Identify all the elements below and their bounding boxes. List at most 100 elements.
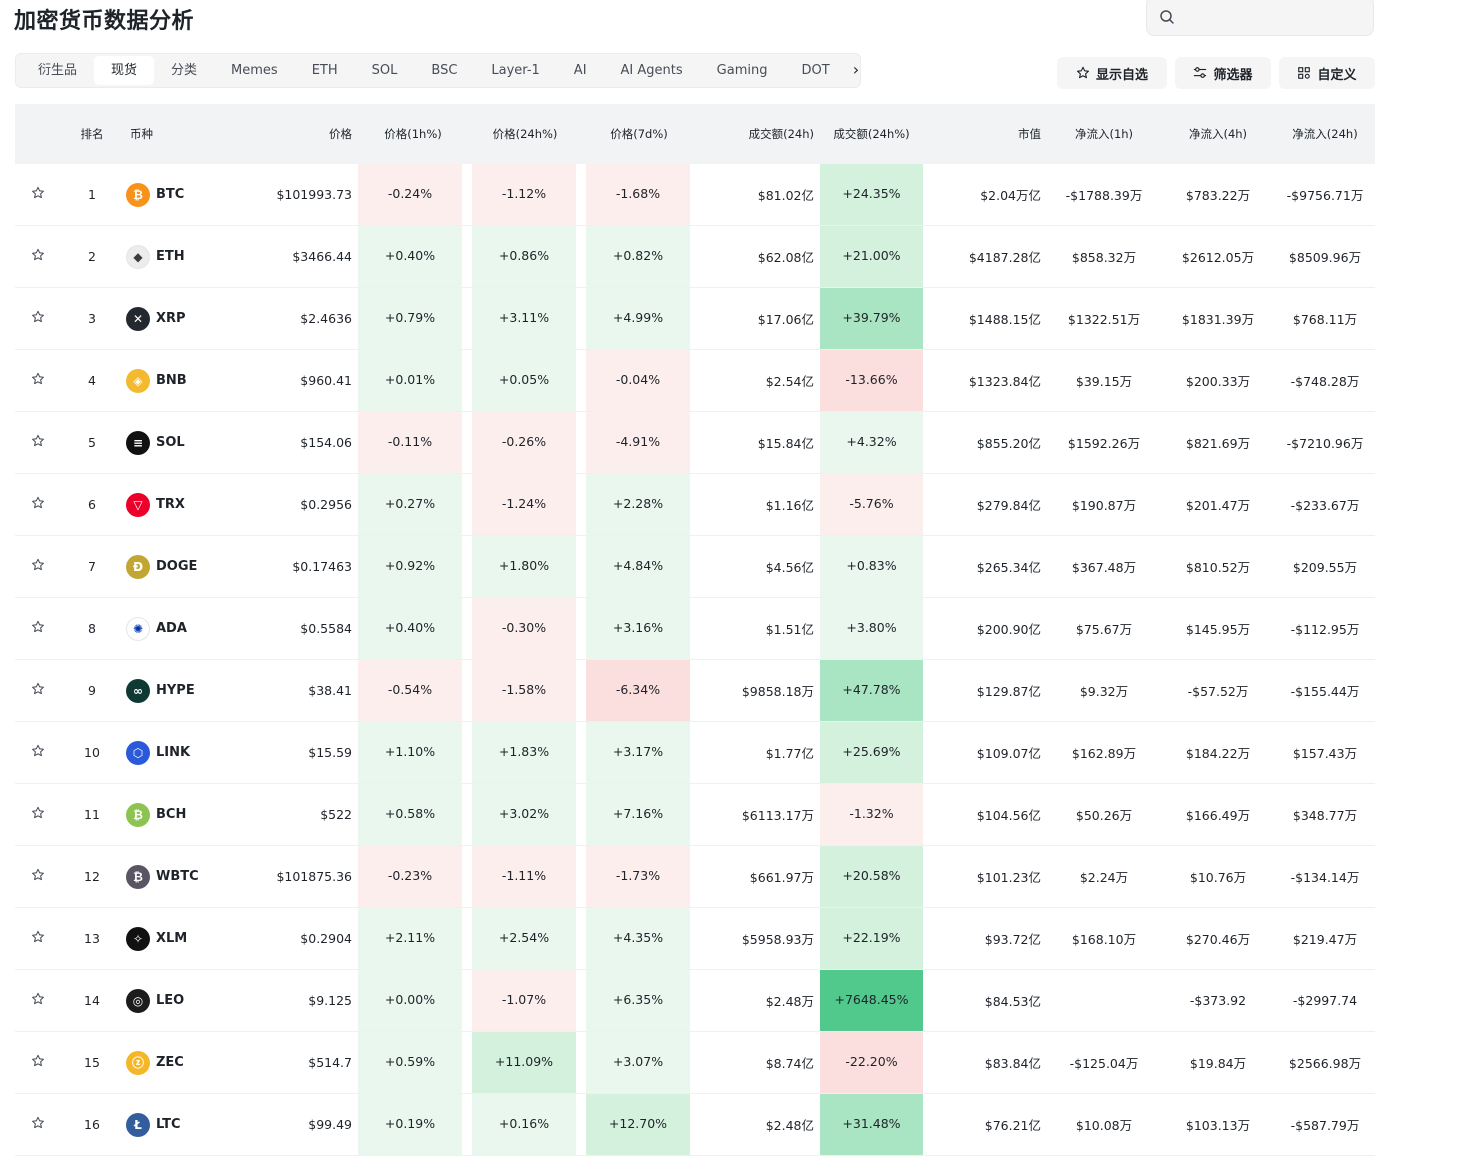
favorite-star-icon[interactable] bbox=[31, 372, 45, 386]
header-flow24h[interactable]: 净流入(24h) bbox=[1275, 104, 1375, 164]
tab-7[interactable]: Layer-1 bbox=[491, 63, 540, 78]
tab-6[interactable]: BSC bbox=[431, 63, 458, 78]
chg24h-value: -1.58% bbox=[472, 660, 576, 721]
table-row[interactable]: 16 Ł LTC $99.49 +0.19% +0.16% +12.70% $2.48亿 +31… bbox=[15, 1093, 1375, 1156]
favorite-cell[interactable] bbox=[15, 783, 61, 846]
favorite-cell[interactable] bbox=[15, 845, 61, 908]
favorite-cell[interactable] bbox=[15, 535, 61, 598]
table-row[interactable]: 3 ✕ XRP $2.4636 +0.79% +3.11% +4.99% $17.06亿 +39… bbox=[15, 287, 1375, 350]
favorite-cell[interactable] bbox=[15, 473, 61, 536]
show-watchlist-button[interactable]: 显示自选 bbox=[1057, 57, 1167, 89]
table-row[interactable]: 12 ₿ WBTC $101875.36 -0.23% -1.11% -1.73% $661.… bbox=[15, 845, 1375, 908]
customize-button[interactable]: 自定义 bbox=[1279, 57, 1375, 89]
table-row[interactable]: 10 ⬡ LINK $15.59 +1.10% +1.83% +3.17% $1.77亿 +25… bbox=[15, 721, 1375, 784]
table-row[interactable]: 2 ◆ ETH $3466.44 +0.40% +0.86% +0.82% $62.08亿 +2… bbox=[15, 225, 1375, 288]
favorite-star-icon[interactable] bbox=[31, 496, 45, 510]
favorite-star-icon[interactable] bbox=[31, 310, 45, 324]
tab-11[interactable]: DOT bbox=[801, 63, 830, 78]
favorite-cell[interactable] bbox=[15, 225, 61, 288]
favorite-star-icon[interactable] bbox=[31, 682, 45, 696]
table-row[interactable]: 13 ✧ XLM $0.2904 +2.11% +2.54% +4.35% $5958.93万… bbox=[15, 907, 1375, 970]
tab-1[interactable]: 现货 bbox=[94, 56, 155, 85]
header-flow4h[interactable]: 净流入(4h) bbox=[1161, 104, 1275, 164]
coin-cell[interactable]: ≡ SOL bbox=[123, 411, 203, 474]
favorite-cell[interactable] bbox=[15, 349, 61, 412]
tab-2[interactable]: 分类 bbox=[171, 63, 198, 78]
header-chg7d[interactable]: 价格(7d%) bbox=[582, 104, 696, 164]
table-row[interactable]: 5 ≡ SOL $154.06 -0.11% -0.26% -4.91% $15.84亿 +4.… bbox=[15, 411, 1375, 474]
tab-10[interactable]: Gaming bbox=[716, 63, 768, 78]
favorite-star-icon[interactable] bbox=[31, 992, 45, 1006]
favorite-cell[interactable] bbox=[15, 287, 61, 350]
favorite-star-icon[interactable] bbox=[31, 558, 45, 572]
coin-cell[interactable]: ⬡ LINK bbox=[123, 721, 203, 784]
header-mcap[interactable]: 市值 bbox=[923, 104, 1047, 164]
favorite-star-icon[interactable] bbox=[31, 248, 45, 262]
header-coin[interactable]: 币种 bbox=[123, 104, 203, 164]
favorite-cell[interactable] bbox=[15, 907, 61, 970]
favorite-star-icon[interactable] bbox=[31, 930, 45, 944]
tab-5[interactable]: SOL bbox=[371, 63, 398, 78]
coin-cell[interactable]: ∞ HYPE bbox=[123, 659, 203, 722]
favorite-star-icon[interactable] bbox=[31, 1054, 45, 1068]
coin-cell[interactable]: ✧ XLM bbox=[123, 907, 203, 970]
favorite-cell[interactable] bbox=[15, 1093, 61, 1156]
coin-cell[interactable]: ▽ TRX bbox=[123, 473, 203, 536]
favorite-cell[interactable] bbox=[15, 721, 61, 784]
coin-cell[interactable]: ◈ BNB bbox=[123, 349, 203, 412]
tab-0[interactable]: 衍生品 bbox=[38, 63, 78, 78]
table-row[interactable]: 11 ₿ BCH $522 +0.58% +3.02% +7.16% $6113.17万 -1.… bbox=[15, 783, 1375, 846]
filter-button[interactable]: 筛选器 bbox=[1175, 57, 1271, 89]
coin-cell[interactable]: ✺ ADA bbox=[123, 597, 203, 660]
volchg24h-cell: +21.00% bbox=[820, 225, 923, 288]
tabs-scroll-right-icon[interactable]: › bbox=[852, 60, 860, 79]
header-price[interactable]: 价格 bbox=[203, 104, 358, 164]
tab-4[interactable]: ETH bbox=[311, 63, 338, 78]
chg7d-cell: -1.68% bbox=[582, 164, 696, 226]
favorite-star-icon[interactable] bbox=[31, 620, 45, 634]
header-volchg24h[interactable]: 成交额(24h%) bbox=[820, 104, 923, 164]
favorite-star-icon[interactable] bbox=[31, 806, 45, 820]
table-row[interactable]: 6 ▽ TRX $0.2956 +0.27% -1.24% +2.28% $1.16亿 -5.7… bbox=[15, 473, 1375, 536]
tab-9[interactable]: AI Agents bbox=[620, 63, 683, 78]
favorite-star-icon[interactable] bbox=[31, 744, 45, 758]
flow24h-cell: $2566.98万 bbox=[1275, 1031, 1375, 1094]
favorite-star-icon[interactable] bbox=[31, 186, 45, 200]
favorite-cell[interactable] bbox=[15, 164, 61, 226]
coin-cell[interactable]: ◆ ETH bbox=[123, 225, 203, 288]
coin-cell[interactable]: ⓩ ZEC bbox=[123, 1031, 203, 1094]
rank-cell: 14 bbox=[61, 969, 123, 1032]
favorite-star-icon[interactable] bbox=[31, 868, 45, 882]
tab-8[interactable]: AI bbox=[573, 63, 587, 78]
tab-3[interactable]: Memes bbox=[231, 63, 278, 78]
coin-cell[interactable]: ✕ XRP bbox=[123, 287, 203, 350]
coin-cell[interactable]: ₿ WBTC bbox=[123, 845, 203, 908]
favorite-cell[interactable] bbox=[15, 969, 61, 1032]
header-chg24h[interactable]: 价格(24h%) bbox=[468, 104, 582, 164]
favorite-cell[interactable] bbox=[15, 597, 61, 660]
coin-cell[interactable]: ◎ LEO bbox=[123, 969, 203, 1032]
favorite-cell[interactable] bbox=[15, 1031, 61, 1094]
header-rank[interactable]: 排名 bbox=[61, 104, 123, 164]
table-row[interactable]: 4 ◈ BNB $960.41 +0.01% +0.05% -0.04% $2.54亿 -13.… bbox=[15, 349, 1375, 412]
coin-cell[interactable]: Ł LTC bbox=[123, 1093, 203, 1156]
table-row[interactable]: 8 ✺ ADA $0.5584 +0.40% -0.30% +3.16% $1.51亿 +3.8… bbox=[15, 597, 1375, 660]
header-vol24h[interactable]: 成交额(24h) bbox=[696, 104, 820, 164]
favorite-star-icon[interactable] bbox=[31, 434, 45, 448]
coin-cell[interactable]: Ð DOGE bbox=[123, 535, 203, 598]
search-box[interactable] bbox=[1146, 0, 1374, 36]
coin-cell[interactable]: ₿ BCH bbox=[123, 783, 203, 846]
header-flow1h[interactable]: 净流入(1h) bbox=[1047, 104, 1161, 164]
chg24h-cell: +0.86% bbox=[468, 225, 582, 288]
table-row[interactable]: 9 ∞ HYPE $38.41 -0.54% -1.58% -6.34% $9858.18万 +… bbox=[15, 659, 1375, 722]
table-row[interactable]: 15 ⓩ ZEC $514.7 +0.59% +11.09% +3.07% $8.74亿 -22… bbox=[15, 1031, 1375, 1094]
header-chg1h[interactable]: 价格(1h%) bbox=[358, 104, 468, 164]
table-row[interactable]: 1 ₿ BTC $101993.73 -0.24% -1.12% -1.68% $81.02亿… bbox=[15, 164, 1375, 226]
search-input[interactable] bbox=[1183, 5, 1367, 29]
coin-cell[interactable]: ₿ BTC bbox=[123, 164, 203, 226]
favorite-star-icon[interactable] bbox=[31, 1116, 45, 1130]
favorite-cell[interactable] bbox=[15, 411, 61, 474]
table-row[interactable]: 7 Ð DOGE $0.17463 +0.92% +1.80% +4.84% $4.56亿 +0… bbox=[15, 535, 1375, 598]
favorite-cell[interactable] bbox=[15, 659, 61, 722]
table-row[interactable]: 14 ◎ LEO $9.125 +0.00% -1.07% +6.35% $2.48万 +764… bbox=[15, 969, 1375, 1032]
